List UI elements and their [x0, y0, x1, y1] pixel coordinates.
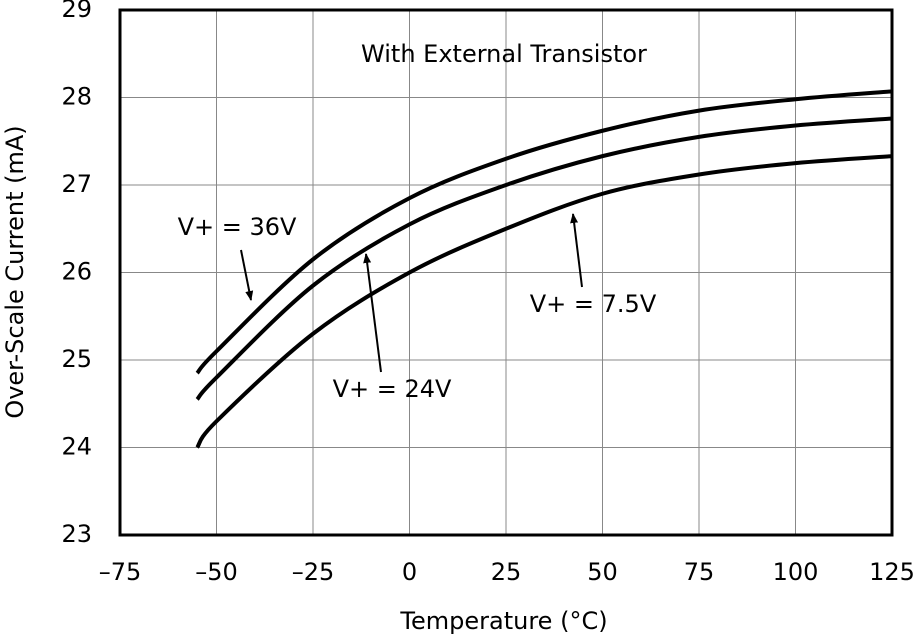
y-tick-label: 29: [61, 0, 92, 23]
y-axis-label: Over-Scale Current (mA): [1, 125, 29, 418]
y-tick-label: 23: [61, 520, 92, 548]
x-tick-label: –25: [292, 558, 335, 586]
x-tick-label: 75: [684, 558, 715, 586]
y-tick-label: 25: [61, 345, 92, 373]
arrow: [240, 249, 254, 301]
lines: [195, 89, 893, 449]
annotation: With External Transistor: [361, 40, 647, 68]
series-line: [195, 154, 893, 449]
x-tick-label: 0: [402, 558, 417, 586]
annotation: V+ = 24V: [333, 375, 452, 403]
x-tick-label: 125: [869, 558, 915, 586]
arrow: [363, 253, 382, 373]
plot-frame: [118, 8, 894, 537]
x-tick-label: –75: [99, 558, 142, 586]
annotation: V+ = 7.5V: [530, 290, 657, 318]
series-line: [195, 89, 893, 375]
series-line: [195, 116, 893, 401]
x-tick-label: 25: [491, 558, 522, 586]
x-tick-label: 50: [587, 558, 618, 586]
arrow: [570, 213, 583, 288]
grid: [119, 9, 893, 536]
y-tick-label: 28: [61, 83, 92, 111]
x-tick-label: –50: [195, 558, 238, 586]
y-tick-label: 24: [61, 433, 92, 461]
y-tick-label: 27: [61, 170, 92, 198]
x-tick-label: 100: [773, 558, 819, 586]
y-tick-label: 26: [61, 258, 92, 286]
x-axis-label: Temperature (°C): [399, 607, 607, 635]
annotation: V+ = 36V: [178, 213, 297, 241]
